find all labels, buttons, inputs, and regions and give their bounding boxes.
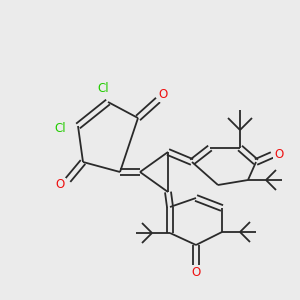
Text: Cl: Cl [54, 122, 66, 134]
Text: Cl: Cl [97, 82, 109, 94]
Text: O: O [274, 148, 284, 161]
Text: O: O [56, 178, 64, 191]
Text: O: O [191, 266, 201, 280]
Text: O: O [158, 88, 168, 101]
